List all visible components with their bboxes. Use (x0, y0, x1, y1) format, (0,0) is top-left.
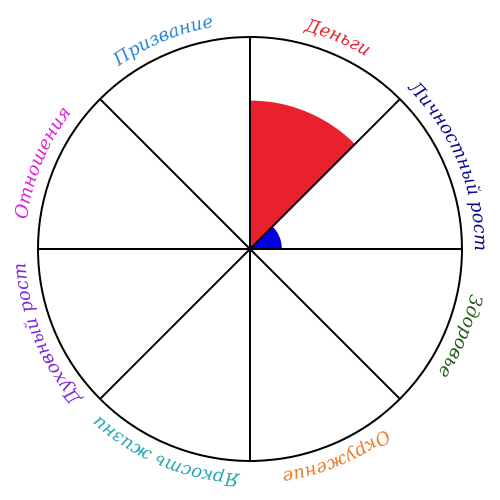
segment-divider-7 (99, 98, 251, 250)
segment-divider-5 (99, 248, 251, 400)
segment-dividers (38, 37, 462, 461)
segment-fills (250, 100, 355, 249)
segment-label-1: Личностный рост (403, 76, 491, 251)
segment-label-4: Яркость жизни (88, 412, 241, 490)
segment-divider-1 (249, 98, 401, 250)
segment-label-7: Призвание (109, 11, 215, 71)
segment-label-0: Деньги (302, 15, 375, 61)
segment-fill-0 (250, 100, 355, 249)
segment-label-5: Духовный рост (9, 262, 86, 410)
segment-divider-3 (249, 248, 401, 400)
segment-fill-1 (250, 226, 282, 249)
wheel-rim (37, 36, 463, 462)
segment-label-2: Здоровье (433, 293, 486, 382)
